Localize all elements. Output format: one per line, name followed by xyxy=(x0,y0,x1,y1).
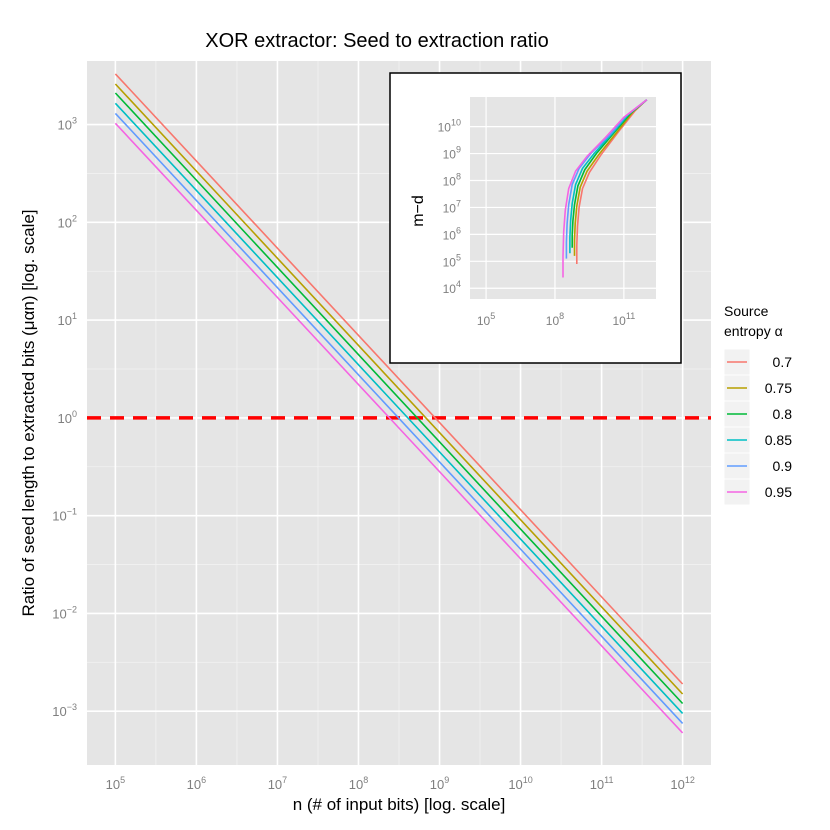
inset-y-tick-label: 109 xyxy=(443,145,461,162)
legend-label: 0.75 xyxy=(765,380,792,396)
x-tick-label: 106 xyxy=(187,775,206,792)
inset-y-tick-label: 105 xyxy=(443,252,461,269)
chart-title: XOR extractor: Seed to extraction ratio xyxy=(205,30,549,52)
series-line-0.85 xyxy=(114,102,684,714)
x-tick-labels: 105 106 107 108 109 1010 1011 1012 xyxy=(106,775,695,792)
inset-x-tick-label: 105 xyxy=(477,311,495,328)
series-line-0.75 xyxy=(114,83,684,695)
legend-items: 0.7 0.75 0.8 0.85 0.9 0.95 xyxy=(723,348,793,506)
x-tick-label: 105 xyxy=(106,775,125,792)
inset-series-lines xyxy=(562,99,648,278)
inset-y-axis-label: m−d xyxy=(410,195,427,227)
x-tick-label: 1012 xyxy=(670,775,694,792)
inset-series-line-0.75 xyxy=(573,99,648,256)
inset-series-line-0.7 xyxy=(575,99,648,264)
series-line-0.7 xyxy=(114,73,684,685)
legend: Source entropy α 0.7 0.75 0.8 0.85 0.9 0.95 xyxy=(723,303,793,506)
x-tick-label: 108 xyxy=(349,775,368,792)
y-tick-label: 102 xyxy=(58,213,77,230)
inset-y-tick-label: 106 xyxy=(443,225,461,242)
x-tick-label: 1011 xyxy=(590,775,614,792)
series-line-0.95 xyxy=(114,122,684,734)
inset-x-tick-label: 1011 xyxy=(613,311,636,328)
y-tick-label: 101 xyxy=(58,311,77,328)
inset-chart: 105 108 1011 104 105 106 107 108 109 1010 m−d xyxy=(389,72,682,364)
inset-gridlines xyxy=(470,97,656,299)
y-axis-label: Ratio of seed length to extracted bits (… xyxy=(19,209,38,616)
y-tick-label: 10−2 xyxy=(52,604,77,621)
series-line-0.8 xyxy=(114,92,684,705)
legend-label: 0.8 xyxy=(773,406,793,422)
y-tick-label: 10−3 xyxy=(52,702,77,719)
x-tick-label: 1010 xyxy=(508,775,532,792)
inset-series-line-0.9 xyxy=(565,99,648,259)
legend-label: 0.95 xyxy=(765,484,792,500)
legend-label: 0.85 xyxy=(765,432,792,448)
inset-y-tick-label: 1010 xyxy=(438,118,461,135)
series-lines xyxy=(114,73,684,734)
y-tick-label: 103 xyxy=(58,116,77,133)
y-tick-label: 100 xyxy=(58,409,77,426)
inset-y-tick-label: 108 xyxy=(443,171,461,188)
y-tick-label: 10−1 xyxy=(52,507,77,524)
x-tick-label: 109 xyxy=(430,775,449,792)
x-tick-label: 107 xyxy=(268,775,287,792)
legend-label: 0.9 xyxy=(773,458,793,474)
inset-x-tick-labels: 105 108 1011 xyxy=(477,311,635,328)
inset-x-tick-label: 108 xyxy=(546,311,564,328)
inset-y-tick-label: 104 xyxy=(443,279,461,296)
inset-y-tick-label: 107 xyxy=(443,198,461,215)
x-axis-label: n (# of input bits) [log. scale] xyxy=(293,795,506,814)
series-line-0.9 xyxy=(114,112,684,724)
y-tick-labels: 10−3 10−2 10−1 100 101 102 103 xyxy=(52,116,77,720)
inset-series-line-0.95 xyxy=(562,99,648,278)
inset-y-tick-labels: 104 105 106 107 108 109 1010 xyxy=(438,118,461,297)
legend-label: 0.7 xyxy=(773,354,793,370)
legend-title: Source entropy α xyxy=(724,303,783,339)
inset-series-line-0.85 xyxy=(569,99,648,254)
inset-series-line-0.8 xyxy=(571,99,648,248)
